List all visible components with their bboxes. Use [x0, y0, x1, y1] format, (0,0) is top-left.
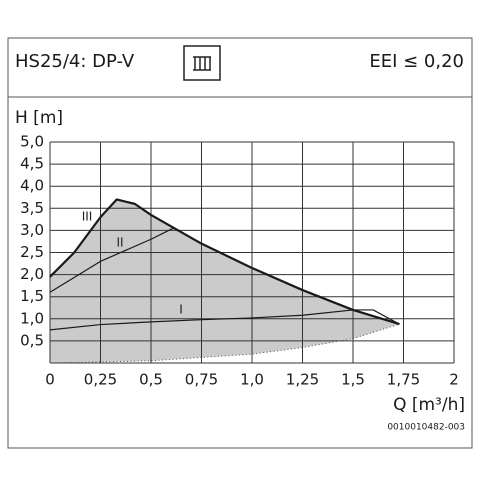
- x-tick-label: 2: [449, 371, 459, 389]
- y-tick-label: 4,0: [20, 177, 44, 195]
- y-tick-label: 0,5: [20, 331, 44, 349]
- frame: [7, 37, 473, 449]
- header-efficiency: EEI ≤ 0,20: [369, 51, 464, 72]
- footer-code: 0010010482-003: [387, 423, 465, 433]
- y-tick-label: 3,5: [20, 199, 44, 217]
- curve-label: I: [179, 303, 183, 317]
- y-tick-label: 1,0: [20, 309, 44, 327]
- y-tick-label: 4,5: [20, 155, 44, 173]
- x-tick-label: 0,75: [185, 371, 218, 389]
- x-tick-label: 0,25: [84, 371, 117, 389]
- pump-curve: [49, 309, 400, 331]
- pump-curve: [49, 198, 400, 326]
- y-axis-label: H [m]: [15, 108, 63, 128]
- curve-label: II: [116, 236, 123, 250]
- curve-label: III: [82, 210, 93, 224]
- y-tick-label: 1,5: [20, 287, 44, 305]
- controller-icon: [183, 45, 221, 81]
- area-bottom-line: [49, 323, 400, 364]
- x-tick-label: 1,0: [240, 371, 264, 389]
- x-tick-label: 1,75: [387, 371, 420, 389]
- header-title: HS25/4: DP-V: [15, 51, 135, 72]
- y-tick-label: 2,0: [20, 265, 44, 283]
- y-tick-label: 2,5: [20, 243, 44, 261]
- x-axis-label: Q [m³/h]: [393, 395, 465, 415]
- x-tick-label: 0: [45, 371, 55, 389]
- x-tick-label: 1,5: [341, 371, 365, 389]
- x-tick-label: 1,25: [286, 371, 319, 389]
- x-tick-label: 0,5: [139, 371, 163, 389]
- operating-area: [50, 199, 400, 363]
- y-tick-label: 5,0: [20, 133, 44, 151]
- y-tick-label: 3,0: [20, 221, 44, 239]
- pump-curve: [49, 227, 174, 293]
